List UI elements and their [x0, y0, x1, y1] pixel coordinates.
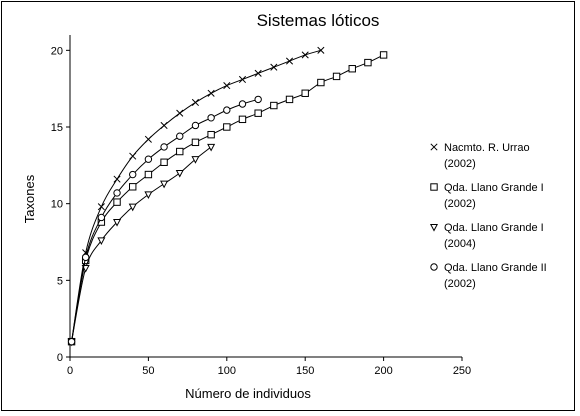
x-tick-label: 250: [453, 365, 471, 377]
triangle-down-marker: [97, 237, 106, 246]
y-tick-label: 15: [51, 122, 63, 134]
triangle-down-marker: [429, 223, 439, 232]
legend-entry-2: Qda. Llano Grande I (2002): [430, 182, 544, 210]
y-axis-title: Taxones: [22, 174, 37, 223]
x-marker: [285, 57, 294, 65]
x-marker: [176, 109, 184, 117]
legend-entry-3: Qda. Llano Grande I (2004): [429, 222, 544, 250]
legend-label: (2002): [444, 278, 476, 290]
legend-label: (2002): [444, 198, 476, 210]
square-marker: [270, 101, 278, 110]
x-tick-label: 200: [374, 365, 392, 377]
legend-entry-1: Nacmto. R. Urrao (2002): [430, 142, 530, 170]
circle-marker: [254, 95, 262, 104]
legend-label: Nacmto. R. Urrao: [444, 142, 530, 154]
x-marker: [254, 69, 262, 77]
circle-marker: [81, 253, 90, 262]
series-line: [71, 146, 212, 342]
x-tick-label: 0: [67, 365, 73, 377]
x-marker: [270, 63, 278, 71]
square-marker: [238, 115, 247, 124]
circle-marker: [129, 170, 137, 179]
x-tick-label: 50: [142, 365, 154, 377]
circle-marker: [113, 189, 121, 197]
circle-marker: [144, 155, 153, 163]
square-marker: [129, 183, 137, 191]
square-marker: [301, 89, 309, 97]
x-marker: [97, 203, 105, 211]
circle-marker: [238, 100, 247, 108]
square-marker: [176, 147, 184, 156]
square-marker: [207, 130, 215, 139]
circle-marker: [223, 106, 231, 114]
series-4: [67, 95, 262, 346]
triangle-down-marker: [144, 191, 153, 200]
square-marker: [191, 138, 200, 147]
triangle-down-marker: [113, 219, 122, 227]
circle-marker: [430, 263, 438, 271]
square-marker: [285, 95, 294, 104]
x-tick-label: 100: [218, 365, 236, 377]
legend-label: Qda. Llano Grande I: [444, 182, 544, 194]
triangle-down-marker: [175, 169, 184, 178]
x-marker: [113, 175, 121, 183]
y-tick-label: 5: [57, 275, 63, 287]
axes: 0 50 100 150 200 250 0 5 10 15 20: [51, 35, 471, 377]
triangle-down-marker: [207, 143, 216, 152]
square-marker: [379, 51, 388, 59]
square-marker: [364, 58, 372, 67]
x-tick-label: 150: [296, 365, 314, 377]
circle-marker: [176, 132, 184, 140]
square-marker: [317, 78, 325, 87]
legend-entry-4: Qda. Llano Grande II (2002): [430, 262, 547, 290]
circle-marker: [160, 143, 168, 151]
y-tick-label: 10: [51, 199, 63, 211]
y-tick-label: 0: [57, 352, 63, 364]
square-marker: [430, 183, 438, 191]
x-marker: [238, 75, 247, 84]
series-2: [67, 51, 388, 346]
plot-area: [67, 46, 388, 347]
x-axis-title: Número de individuos: [185, 386, 311, 401]
x-marker: [144, 135, 152, 143]
square-marker: [254, 109, 262, 117]
x-marker: [160, 121, 168, 130]
series-line: [71, 54, 384, 342]
triangle-down-marker: [191, 156, 200, 164]
x-marker: [191, 98, 199, 107]
circle-marker: [67, 337, 76, 346]
chart-title: Sistemas lóticos: [257, 11, 380, 30]
square-marker: [113, 198, 121, 206]
square-marker: [144, 170, 153, 179]
series-1: [68, 46, 325, 346]
legend-label: (2002): [444, 158, 476, 170]
circle-marker: [191, 121, 200, 130]
y-tick-label: 20: [51, 45, 63, 57]
triangle-down-marker: [128, 203, 137, 212]
legend-label: Qda. Llano Grande II: [444, 262, 547, 274]
square-marker: [223, 123, 231, 131]
circle-marker: [97, 213, 106, 222]
square-marker: [348, 65, 356, 73]
legend: Nacmto. R. Urrao(2002)Qda. Llano Grande …: [429, 142, 547, 290]
square-marker: [332, 72, 341, 81]
chart-frame: [1, 1, 575, 411]
square-marker: [160, 158, 168, 166]
x-marker: [223, 82, 231, 90]
x-marker: [301, 51, 309, 59]
triangle-down-marker: [160, 180, 169, 189]
legend-label: Qda. Llano Grande I: [444, 222, 544, 234]
x-marker: [317, 46, 325, 54]
circle-marker: [207, 114, 215, 122]
series-line: [71, 49, 322, 342]
legend-label: (2004): [444, 238, 476, 250]
x-marker: [430, 143, 438, 151]
x-marker: [207, 89, 215, 97]
x-marker: [129, 152, 137, 160]
